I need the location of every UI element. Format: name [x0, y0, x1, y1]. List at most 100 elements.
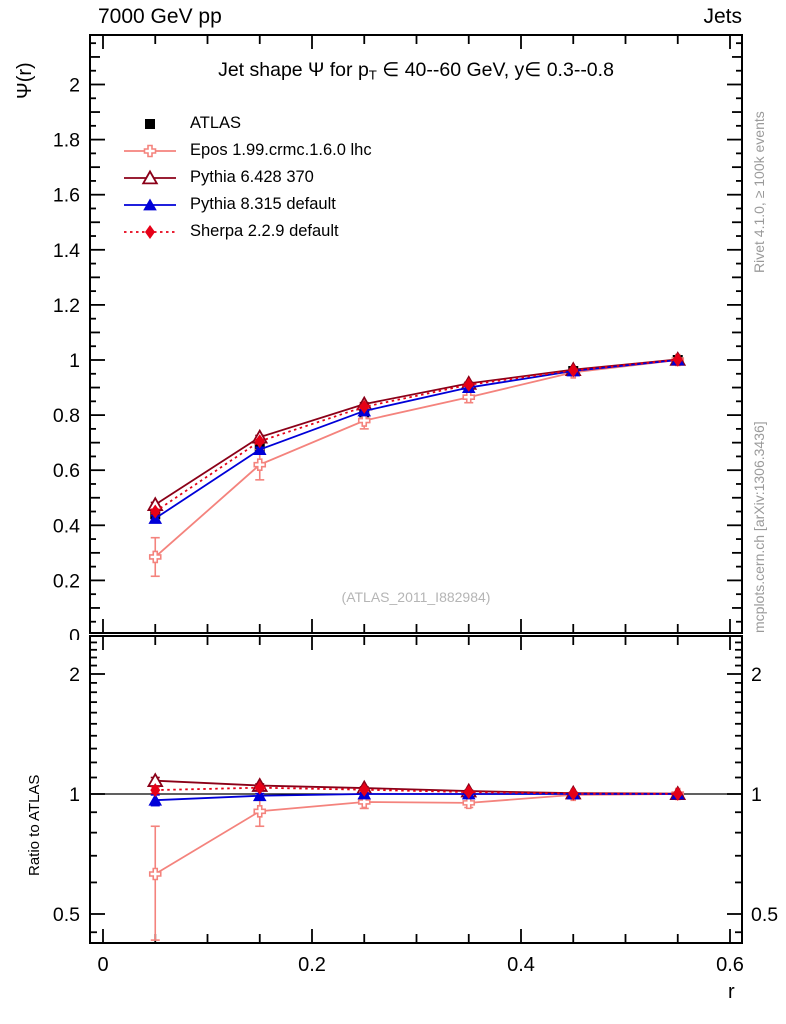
tick-label: 1 — [69, 784, 80, 806]
legend-marker-glyph — [145, 118, 155, 129]
legend-marker-pythia6 — [122, 168, 178, 188]
legend-label: Epos 1.99.crmc.1.6.0 lhc — [190, 141, 372, 159]
plot-title-post: ∈ 40--60 GeV, y∈ 0.3--0.8 — [376, 59, 614, 81]
data-marker — [462, 390, 476, 404]
data-marker — [143, 144, 157, 157]
data-marker — [254, 434, 265, 449]
main-panel-frame — [89, 34, 743, 634]
tick-label: 2 — [751, 664, 762, 686]
series-line — [154, 359, 678, 520]
legend-marker-epos — [122, 141, 178, 161]
tick-label: 0.4 — [53, 515, 80, 537]
data-marker — [150, 783, 161, 798]
legend-label: ATLAS — [190, 114, 242, 132]
data-marker — [148, 793, 163, 806]
tick-label: 1.8 — [53, 130, 80, 152]
legend-marker-glyph — [124, 169, 176, 184]
legend-marker-glyph — [124, 144, 176, 157]
data-marker — [253, 458, 267, 471]
series-line — [155, 779, 678, 795]
process-label: Jets — [703, 5, 742, 28]
rivet-version-note: Rivet 4.1.0, ≥ 100k events — [751, 111, 767, 273]
data-marker — [359, 782, 370, 797]
data-marker — [568, 363, 579, 378]
tick-label: 2 — [69, 664, 80, 686]
data-marker — [672, 352, 683, 367]
plot-title: Jet shape Ψ for pT ∈ 40--60 GeV, y∈ 0.3-… — [90, 58, 742, 82]
tick-label: 0 — [69, 626, 80, 648]
tick-label: 2 — [69, 75, 80, 97]
beam-energy-label: 7000 GeV pp — [98, 5, 222, 28]
series-line — [154, 358, 678, 513]
legend-item-pythia6: Pythia 6.428 370 — [122, 164, 372, 191]
data-marker — [359, 399, 370, 414]
tick-label: 0.6 — [716, 954, 744, 976]
data-marker — [253, 804, 267, 818]
series-cross-open — [148, 353, 685, 578]
tick-label: 1.6 — [53, 185, 80, 207]
tick-label: 0.6 — [53, 460, 80, 482]
tick-label: 1.4 — [53, 240, 80, 262]
legend-item-atlas: ATLAS — [122, 110, 372, 137]
series-diamond-filled — [150, 352, 683, 519]
data-marker — [252, 443, 267, 455]
data-marker — [568, 786, 579, 801]
legend-label: Pythia 8.315 default — [190, 195, 336, 213]
series-line — [154, 793, 678, 875]
tick-label: 0.5 — [53, 904, 80, 926]
data-marker — [252, 789, 267, 802]
data-marker — [254, 780, 265, 795]
data-marker — [143, 198, 157, 210]
series-triangle-open — [146, 351, 687, 511]
legend-label: Sherpa 2.2.9 default — [190, 222, 339, 240]
tick-label: 0.4 — [507, 954, 535, 976]
ratio-panel-frame — [89, 635, 743, 944]
tick-label: 0.2 — [298, 954, 326, 976]
legend-marker-glyph — [124, 224, 176, 239]
series-cross-open — [148, 787, 685, 941]
plot-title-subscript: T — [368, 67, 377, 83]
tick-label: 0 — [97, 954, 108, 976]
series-line — [154, 359, 678, 558]
tick-label: 1 — [751, 784, 762, 806]
tick-label: 0.5 — [751, 904, 778, 926]
data-marker — [462, 796, 476, 810]
data-marker — [357, 414, 371, 427]
data-marker — [148, 550, 162, 564]
main-y-axis-title: Ψ(r) — [14, 62, 36, 99]
analysis-id-watermark: (ATLAS_2011_I882984) — [341, 589, 491, 605]
tick-label: 0.8 — [53, 405, 80, 427]
x-axis-title: r — [728, 981, 735, 1003]
data-marker — [141, 169, 159, 184]
legend-item-epos: Epos 1.99.crmc.1.6.0 lhc — [122, 137, 372, 164]
data-marker — [148, 867, 162, 881]
data-marker — [463, 785, 474, 800]
series-square-filled — [150, 355, 683, 520]
legend-marker-glyph — [124, 198, 176, 210]
legend-marker-sherpa — [122, 222, 178, 242]
legend-marker-pythia8 — [122, 195, 178, 215]
legend-label: Pythia 6.428 370 — [190, 168, 314, 186]
plot-title-pre: Jet shape Ψ for p — [218, 59, 369, 81]
legend-item-pythia8: Pythia 8.315 default — [122, 191, 372, 218]
mcplots-citation-note: mcplots.cern.ch [arXiv:1306.3436] — [751, 421, 767, 633]
data-marker — [357, 795, 371, 809]
tick-label: 1.2 — [53, 295, 80, 317]
series-line — [154, 358, 678, 506]
data-marker — [672, 786, 683, 801]
tick-label: 1 — [69, 350, 80, 372]
legend-marker-atlas — [122, 114, 178, 134]
tick-label: 0.2 — [53, 570, 80, 592]
ratio-y-axis-title: Ratio to ATLAS — [26, 774, 43, 876]
data-marker — [463, 377, 474, 392]
series-triangle-filled — [148, 353, 685, 524]
series-diamond-filled — [150, 780, 683, 801]
legend-item-sherpa: Sherpa 2.2.9 default — [122, 218, 372, 245]
series-line — [155, 793, 678, 802]
data-marker — [145, 118, 155, 129]
data-marker — [145, 224, 155, 239]
legend: ATLAS Epos 1.99.crmc.1.6.0 lhc Pythia 6.… — [122, 110, 372, 245]
data-marker — [150, 504, 161, 519]
